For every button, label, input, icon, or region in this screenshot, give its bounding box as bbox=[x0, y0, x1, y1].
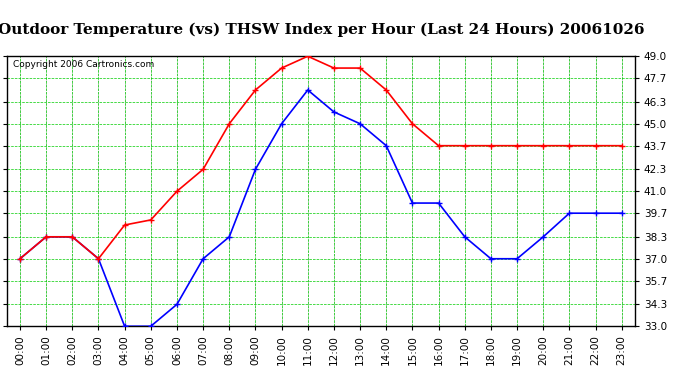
Text: Outdoor Temperature (vs) THSW Index per Hour (Last 24 Hours) 20061026: Outdoor Temperature (vs) THSW Index per … bbox=[0, 22, 644, 37]
Text: Copyright 2006 Cartronics.com: Copyright 2006 Cartronics.com bbox=[13, 60, 155, 69]
